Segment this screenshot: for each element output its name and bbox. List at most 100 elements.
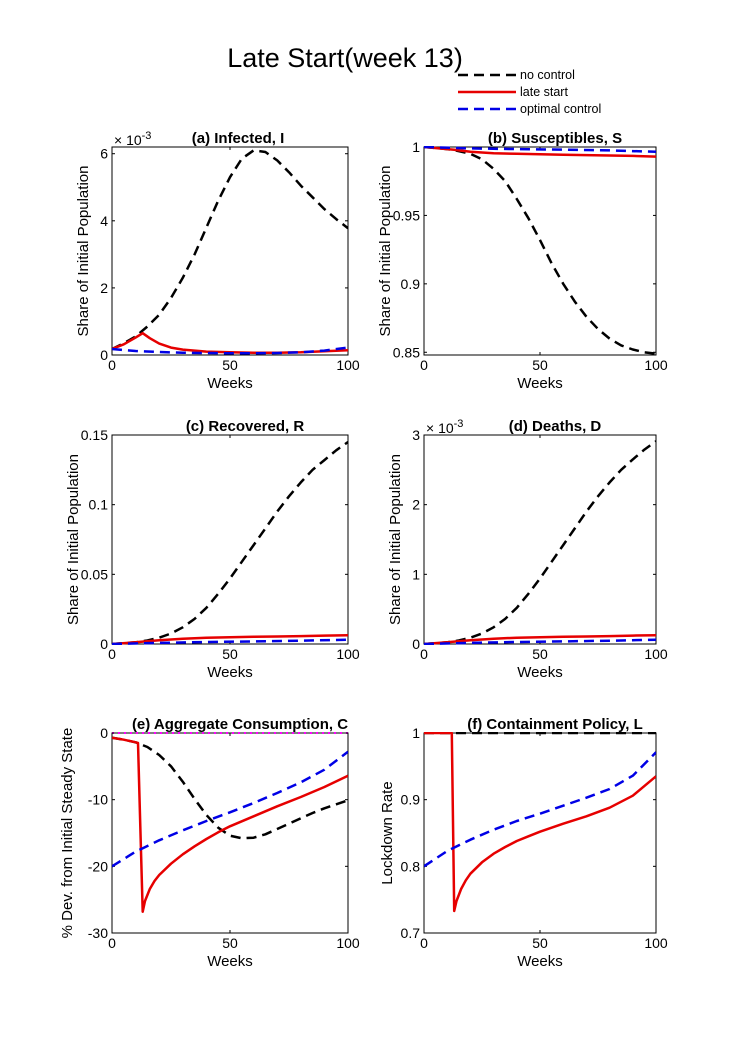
y-axis-label: Share of Initial Population (75, 166, 92, 337)
x-tick-label: 50 (222, 935, 238, 951)
series-line-optimal-control (112, 638, 348, 645)
series-line-optimal-control (112, 346, 348, 355)
x-tick-label: 100 (644, 646, 668, 662)
x-tick-label: 100 (336, 357, 360, 373)
y-axis-label: Share of Initial Population (377, 166, 394, 337)
y-tick-label: 0.9 (401, 276, 421, 292)
x-tick-label: 50 (222, 357, 238, 373)
x-tick-label: 0 (108, 357, 116, 373)
y-tick-label: 0.8 (401, 858, 421, 874)
legend: no control late start optimal control (458, 68, 601, 116)
y-tick-label: 0 (100, 347, 108, 363)
panel-title: (c) Recovered, R (186, 418, 305, 435)
y-axis-label: Share of Initial Population (387, 454, 404, 625)
series-group (112, 736, 348, 913)
x-tick-label: 100 (336, 935, 360, 951)
series-line-late-start (112, 331, 348, 354)
x-tick-label: 50 (532, 646, 548, 662)
panel-title: (e) Aggregate Consumption, C (132, 716, 348, 733)
axes-box (111, 732, 349, 934)
y-axis-label: Lockdown Rate (379, 781, 396, 884)
series-line-no-control (424, 146, 656, 355)
series-line-optimal-control (424, 751, 656, 868)
series-group (424, 440, 656, 645)
series-line-no-control (112, 149, 348, 351)
panel-title: (a) Infected, I (192, 130, 285, 147)
series-line-optimal-control (112, 750, 348, 868)
y-tick-label: 1 (412, 725, 420, 741)
series-group (424, 732, 656, 913)
y-exponent-label: × 10-3 (114, 130, 151, 148)
series-line-no-control (112, 440, 348, 645)
y-axis-label: Share of Initial Population (65, 454, 82, 625)
x-axis-label: Weeks (207, 953, 253, 970)
y-tick-label: 0 (100, 725, 108, 741)
series-group (112, 440, 348, 645)
y-tick-label: -20 (88, 858, 108, 874)
panel-e-consumption: 0 50 100 -30 -20 -10 0 (e) Aggregate Consumptio… (59, 716, 360, 970)
y-tick-label: 4 (100, 213, 108, 229)
x-tick-label: 50 (532, 357, 548, 373)
y-tick-label: 0.9 (401, 792, 421, 808)
series-line-optimal-control (424, 146, 656, 154)
y-tick-label: 0.7 (401, 925, 421, 941)
series-group (112, 149, 348, 355)
y-tick-label: 0.95 (393, 207, 420, 223)
x-axis-label: Weeks (207, 375, 253, 392)
y-tick-label: 0.05 (81, 566, 108, 582)
figure-title: Late Start(week 13) (227, 43, 463, 73)
series-line-optimal-control (424, 638, 656, 645)
y-tick-label: 0.85 (393, 344, 420, 360)
y-tick-label: 0.1 (89, 497, 109, 513)
x-axis-label: Weeks (207, 664, 253, 681)
panel-b-susceptibles: 0 50 100 0.85 0.9 0.95 1 (b) Susceptibles, S Wee… (377, 130, 668, 392)
axes-box (423, 146, 657, 356)
x-tick-label: 100 (644, 357, 668, 373)
x-tick-label: 50 (222, 646, 238, 662)
x-tick-label: 0 (420, 935, 428, 951)
x-axis-label: Weeks (517, 664, 563, 681)
legend-label-no-control: no control (520, 68, 575, 82)
series-line-late-start (112, 633, 348, 645)
axes-box (423, 434, 657, 645)
x-tick-label: 100 (644, 935, 668, 951)
x-axis-label: Weeks (517, 953, 563, 970)
panel-c-recovered: 0 50 100 0 0.05 0.1 0.15 (c) Recovered, R Weeks S… (65, 418, 360, 681)
y-tick-label: 0 (100, 636, 108, 652)
series-line-late-start (424, 146, 656, 158)
panel-title: (d) Deaths, D (509, 418, 602, 435)
legend-label-late-start: late start (520, 85, 568, 99)
legend-label-optimal-control: optimal control (520, 102, 601, 116)
x-tick-label: 50 (532, 935, 548, 951)
series-line-late-start (112, 736, 348, 913)
y-tick-label: 1 (412, 566, 420, 582)
y-tick-label: 2 (412, 497, 420, 513)
panel-f-containment: 0 50 100 0.7 0.8 0.9 1 (f) Containment Policy, … (379, 716, 668, 970)
y-tick-label: 2 (100, 280, 108, 296)
series-group (424, 146, 656, 355)
series-line-late-start (424, 633, 656, 645)
y-tick-label: -10 (88, 792, 108, 808)
y-tick-label: 3 (412, 427, 420, 443)
x-tick-label: 0 (108, 646, 116, 662)
panel-a-infected: 0 50 100 0 2 4 6 × 10-3 (a) Infected, I Weeks Shar… (75, 130, 360, 392)
axes-box (111, 434, 349, 645)
y-tick-label: 0.15 (81, 427, 108, 443)
y-exponent-label: × 10-3 (426, 418, 463, 436)
x-tick-label: 100 (336, 646, 360, 662)
panel-title: (b) Susceptibles, S (488, 130, 622, 147)
y-tick-label: -30 (88, 925, 108, 941)
series-line-no-control (424, 440, 656, 645)
y-tick-label: 0 (412, 636, 420, 652)
x-tick-label: 0 (108, 935, 116, 951)
x-axis-label: Weeks (517, 375, 563, 392)
series-line-late-start (424, 732, 656, 913)
panel-title: (f) Containment Policy, L (467, 716, 643, 733)
panel-d-deaths: 0 50 100 0 1 2 3 × 10-3 (d) Deaths, D Weeks Share … (387, 418, 668, 681)
y-tick-label: 1 (412, 139, 420, 155)
series-line-no-control (112, 736, 348, 840)
x-tick-label: 0 (420, 646, 428, 662)
x-tick-label: 0 (420, 357, 428, 373)
y-axis-label: % Dev. from Initial Steady State (59, 728, 76, 939)
